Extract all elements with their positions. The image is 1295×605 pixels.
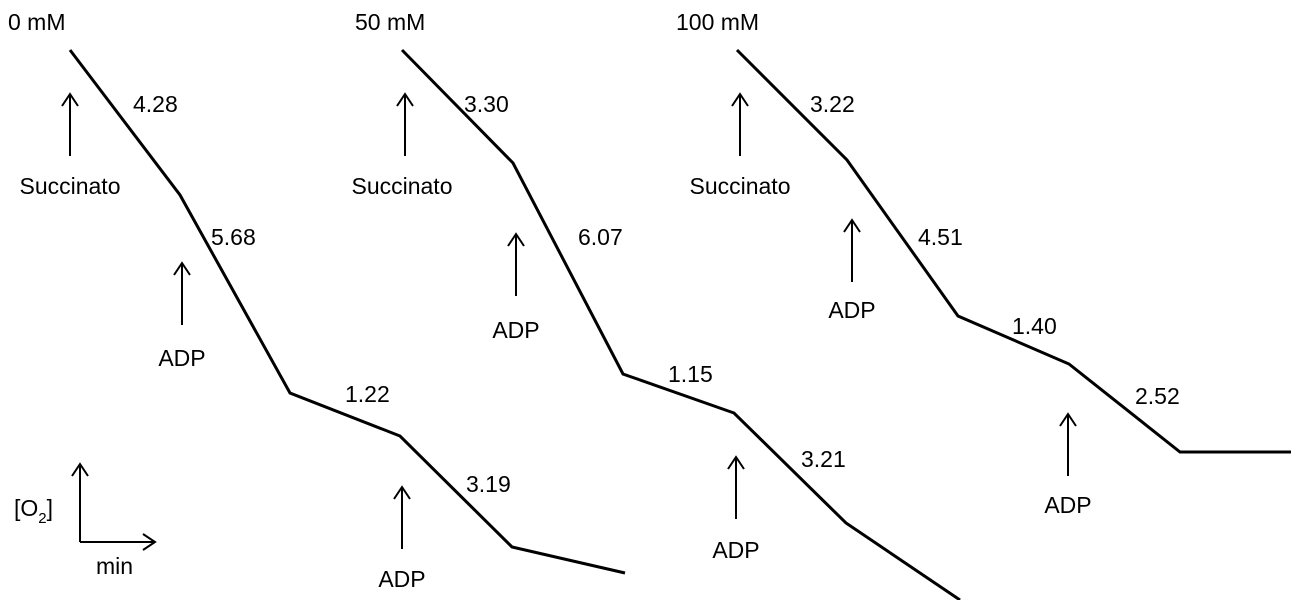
oxygen-trace: [68, 49, 626, 575]
addition-label: Succinato: [689, 173, 790, 199]
addition-label: ADP: [158, 345, 205, 371]
rate-label: 6.07: [578, 224, 623, 250]
oxygen-trace: [400, 48, 961, 602]
panel-title: 0 mM: [8, 9, 66, 35]
panel-50mM: 50 mM 3.30 6.07 1.15 3.21 Succinato ADP …: [351, 9, 961, 602]
addition-label: ADP: [828, 297, 875, 323]
addition-label: ADP: [712, 537, 759, 563]
panel-0mM: 0 mM 4.28 5.68 1.22 3.19 Succinato ADP A…: [8, 9, 626, 592]
rate-label: 2.52: [1135, 383, 1180, 409]
axes-key: [O2] min: [14, 462, 157, 579]
rate-label: 3.30: [464, 91, 509, 117]
rate-label: 1.22: [345, 381, 390, 407]
rate-label: 5.68: [211, 224, 256, 250]
arrow-up-icon: [1059, 413, 1077, 477]
rate-label: 4.28: [133, 91, 178, 117]
x-axis-label: min: [96, 553, 133, 579]
panel-title: 50 mM: [355, 9, 425, 35]
addition-label: ADP: [492, 317, 539, 343]
arrow-up-icon: [393, 486, 411, 550]
addition-label: Succinato: [351, 173, 452, 199]
arrow-up-icon: [61, 93, 79, 157]
y-axis-label: [O2]: [14, 495, 53, 527]
panel-100mM: 100 mM 3.22 4.51 1.40 2.52 Succinato ADP…: [676, 9, 1291, 518]
addition-label: ADP: [1044, 492, 1091, 518]
arrow-up-icon: [507, 233, 525, 297]
panel-title: 100 mM: [676, 9, 759, 35]
rate-label: 3.22: [810, 91, 855, 117]
arrow-up-icon: [727, 456, 745, 520]
rate-label: 3.19: [466, 471, 511, 497]
y-axis-arrow-icon: [71, 462, 89, 477]
oxygen-trace: [735, 48, 1291, 454]
arrow-up-icon: [173, 262, 191, 326]
arrow-up-icon: [843, 219, 861, 283]
rate-label: 1.40: [1012, 313, 1057, 339]
rate-label: 1.15: [668, 361, 713, 387]
addition-label: Succinato: [19, 173, 120, 199]
rate-label: 3.21: [801, 446, 846, 472]
arrow-up-icon: [731, 93, 749, 157]
rate-label: 4.51: [918, 224, 963, 250]
arrow-up-icon: [396, 93, 414, 157]
x-axis-arrow-icon: [142, 533, 157, 551]
addition-label: ADP: [378, 566, 425, 592]
